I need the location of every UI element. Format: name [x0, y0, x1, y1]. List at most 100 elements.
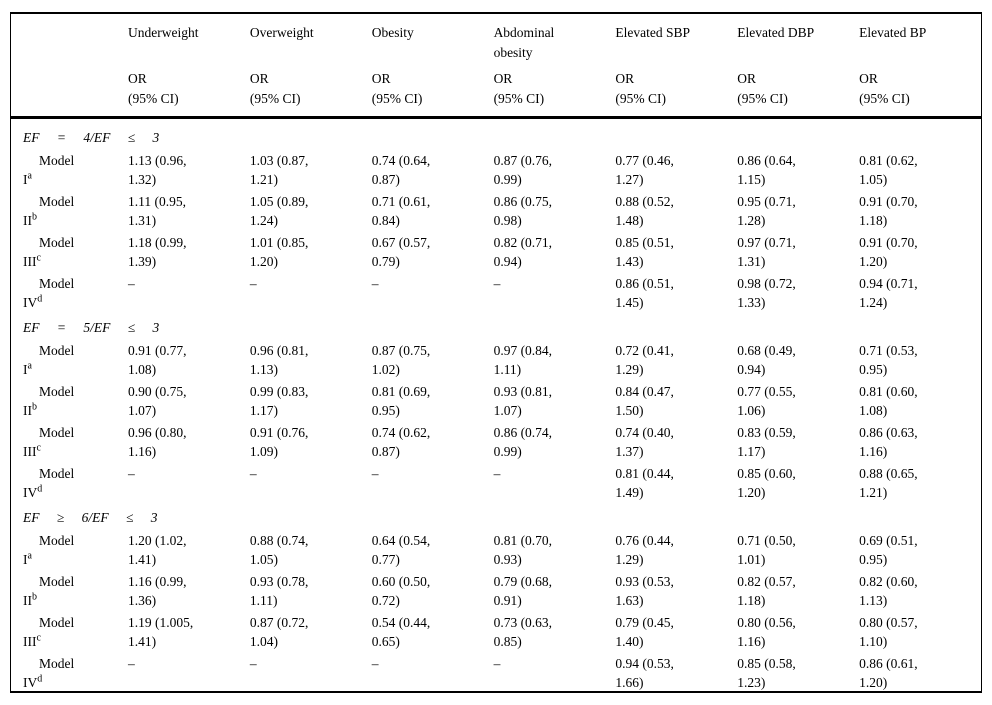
section-title: EF = 4/EF ≤ 3: [23, 130, 160, 145]
model-label-cell: Model IIIc: [11, 423, 128, 461]
model-footnote-letter: b: [32, 401, 37, 413]
model-footnote-letter: b: [32, 211, 37, 223]
model-numeral-line: IIIc: [11, 252, 128, 271]
model-numeral-line: Ia: [11, 360, 128, 379]
model-footnote-letter: c: [36, 252, 41, 264]
or-ci-value-cell: 0.85 (0.60, 1.20): [737, 466, 796, 500]
model-label-word: Model: [39, 425, 75, 440]
section-title: EF ≥ 6/EF ≤ 3: [23, 510, 158, 525]
model-label-cell: Model IIb: [11, 192, 128, 230]
header-spacer-cell: [11, 23, 128, 109]
or-ci-value-cell: 0.85 (0.58, 1.23): [737, 656, 796, 690]
column-header-label: Obesity: [371, 25, 414, 40]
model-numeral: I: [23, 552, 28, 567]
model-label-word: Model: [39, 153, 75, 168]
model-label-cell: Model IVd: [11, 464, 128, 502]
or-ci-value-cell: 0.83 (0.59, 1.17): [737, 425, 796, 459]
model-numeral-line: IVd: [11, 483, 128, 502]
or-ci-value-cell: 0.76 (0.44, 1.29): [615, 533, 674, 567]
or-ci-value-cell: 0.84 (0.47, 1.50): [615, 384, 674, 418]
or-ci-value-cell: 0.96 (0.81, 1.13): [249, 343, 309, 377]
column-header-cell: Abdominal obesity OR (95% CI): [494, 23, 616, 109]
model-footnote-letter: a: [27, 360, 32, 372]
column-header-cell: Obesity OR (95% CI): [372, 23, 494, 109]
model-numeral: III: [23, 634, 37, 649]
model-footnote-letter: d: [37, 483, 43, 495]
model-footnote-letter: d: [37, 293, 43, 305]
column-subheader-or-ci: OR (95% CI): [737, 71, 788, 106]
column-header-label: Elevated DBP: [737, 25, 815, 40]
column-subheader-or-ci: OR (95% CI): [615, 71, 667, 106]
or-ci-value-cell: 0.85 (0.51, 1.43): [615, 235, 674, 269]
or-ci-value-cell: 0.82 (0.60, 1.13): [859, 574, 918, 608]
or-ci-value-cell: –: [371, 656, 379, 671]
table-row: Model IVd – – – –0.94 (0.53, 1.66) 0.85 (0.58,…: [11, 654, 981, 692]
or-ci-value-cell: 0.99 (0.83, 1.17): [249, 384, 309, 418]
or-ci-value-cell: 0.87 (0.76, 0.99): [493, 153, 553, 187]
model-label-cell: Model IIb: [11, 382, 128, 420]
or-ci-value-cell: 0.71 (0.61, 0.84): [371, 194, 431, 228]
column-header-cell: Overweight OR (95% CI): [250, 23, 372, 109]
or-ci-value-cell: 0.74 (0.40, 1.37): [615, 425, 674, 459]
table-row: Model IIb 1.16 (0.99, 1.36) 0.93 (0.78, 1.1…: [11, 572, 981, 610]
table-row: Model IIIc 1.18 (0.99, 1.39) 1.01 (0.85, 1.…: [11, 233, 981, 271]
table-row: Model IVd – – – –0.81 (0.44, 1.49) 0.85 (0.60,…: [11, 464, 981, 502]
model-label-cell: Model IIb: [11, 572, 128, 610]
model-label-word: Model: [39, 194, 75, 209]
model-footnote-letter: c: [36, 442, 41, 454]
model-label-word: Model: [39, 615, 75, 630]
or-ci-value-cell: 0.73 (0.63, 0.85): [493, 615, 553, 649]
table-row: Model IIb 0.90 (0.75, 1.07) 0.99 (0.83, 1.1…: [11, 382, 981, 420]
or-ci-value-cell: 0.79 (0.45, 1.40): [615, 615, 674, 649]
or-ci-value-cell: 0.67 (0.57, 0.79): [371, 235, 431, 269]
or-ci-value-cell: –: [249, 276, 257, 291]
table-row: Model IIIc 0.96 (0.80, 1.16) 0.91 (0.76, 1.…: [11, 423, 981, 461]
or-ci-value-cell: 0.90 (0.75, 1.07): [128, 384, 187, 418]
or-ci-value-cell: 1.18 (0.99, 1.39): [128, 235, 187, 269]
model-label-word: Model: [39, 656, 75, 671]
model-numeral-line: IIb: [11, 211, 128, 230]
table-row: Model IIIc 1.19 (1.005, 1.41) 0.87 (0.72, 1…: [11, 613, 981, 651]
table-row: Model Ia 1.20 (1.02, 1.41) 0.88 (0.74, 1.05…: [11, 531, 981, 569]
or-ci-value-cell: 0.71 (0.50, 1.01): [737, 533, 796, 567]
column-subheader-or-ci: OR (95% CI): [493, 71, 545, 106]
column-header-cell: Elevated BP OR (95% CI): [859, 23, 981, 109]
or-ci-value-cell: 1.11 (0.95, 1.31): [128, 194, 186, 228]
model-numeral: III: [23, 444, 37, 459]
table-row: Model IIb 1.11 (0.95, 1.31) 1.05 (0.89, 1.2…: [11, 192, 981, 230]
or-ci-value-cell: 0.94 (0.71, 1.24): [859, 276, 918, 310]
column-subheader-or-ci: OR (95% CI): [371, 71, 423, 106]
table-row: Model Ia 0.91 (0.77, 1.08) 0.96 (0.81, 1.13…: [11, 341, 981, 379]
or-ci-value-cell: 0.81 (0.62, 1.05): [859, 153, 918, 187]
or-ci-value-cell: 0.60 (0.50, 0.72): [371, 574, 431, 608]
or-ci-value-cell: 1.16 (0.99, 1.36): [128, 574, 187, 608]
table-row: Model IVd – – – –0.86 (0.51, 1.45) 0.98 (0.72,…: [11, 274, 981, 312]
or-ci-value-cell: 1.01 (0.85, 1.20): [249, 235, 309, 269]
or-ci-value-cell: 0.93 (0.81, 1.07): [493, 384, 553, 418]
or-ci-value-cell: 1.19 (1.005, 1.41): [128, 615, 194, 649]
column-subheader-or-ci: OR (95% CI): [859, 71, 910, 106]
header-divider: [11, 116, 981, 119]
or-ci-value-cell: 0.91 (0.70, 1.20): [859, 235, 918, 269]
column-header-label: Elevated BP: [859, 25, 927, 40]
or-ci-value-cell: 0.95 (0.71, 1.28): [737, 194, 796, 228]
model-label-cell: Model IIIc: [11, 613, 128, 651]
or-ci-value-cell: 1.05 (0.89, 1.24): [249, 194, 309, 228]
model-label-word: Model: [39, 533, 75, 548]
model-numeral: I: [23, 172, 28, 187]
or-ci-value-cell: –: [249, 656, 257, 671]
or-ci-value-cell: 0.64 (0.54, 0.77): [371, 533, 431, 567]
or-ci-value-cell: 0.91 (0.76, 1.09): [249, 425, 309, 459]
or-ci-value-cell: 0.91 (0.70, 1.18): [859, 194, 918, 228]
or-ci-value-cell: 1.13 (0.96, 1.32): [128, 153, 187, 187]
or-ci-value-cell: –: [493, 276, 501, 291]
or-ci-value-cell: 0.97 (0.71, 1.31): [737, 235, 796, 269]
column-header-cell: Elevated SBP OR (95% CI): [615, 23, 737, 109]
or-ci-value-cell: 0.79 (0.68, 0.91): [493, 574, 553, 608]
or-ci-value-cell: 0.97 (0.84, 1.11): [493, 343, 553, 377]
model-numeral-line: IVd: [11, 673, 128, 692]
or-ci-value-cell: –: [493, 466, 501, 481]
or-ci-value-cell: 0.86 (0.64, 1.15): [737, 153, 796, 187]
model-label-word: Model: [39, 384, 75, 399]
